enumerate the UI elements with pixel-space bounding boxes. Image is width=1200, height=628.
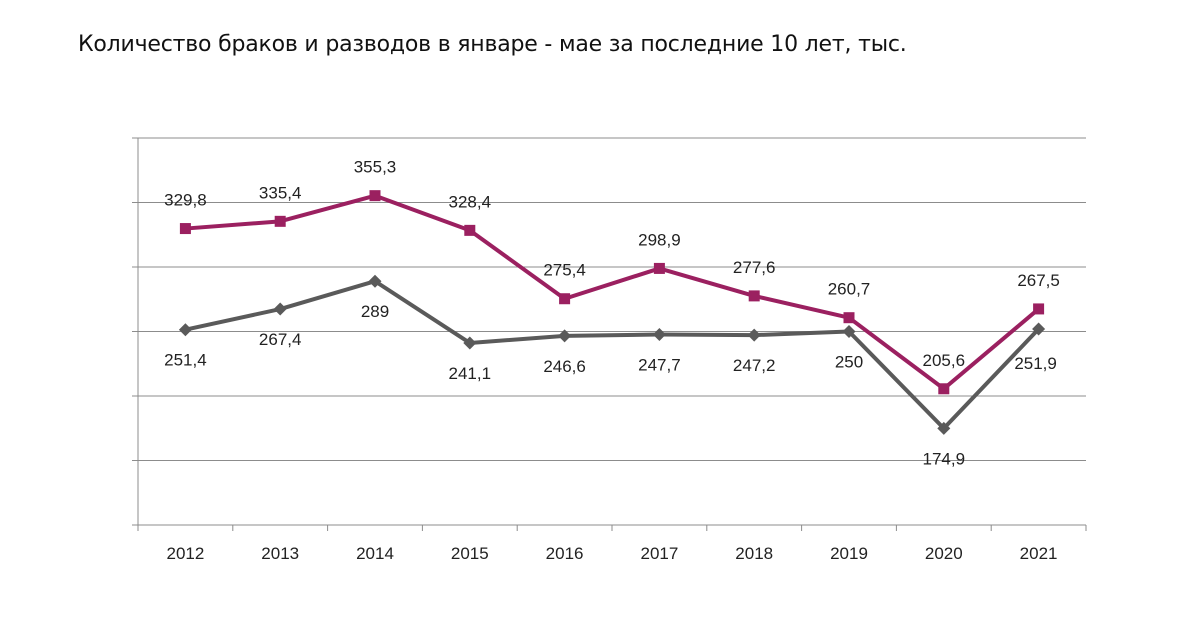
- series-1-point: [559, 293, 571, 305]
- series-1-point: [653, 262, 665, 274]
- x-tick-label: 2017: [640, 544, 678, 563]
- data-label: 275,4: [543, 261, 586, 280]
- series-1-point: [274, 215, 286, 227]
- x-tick-label: 2016: [546, 544, 584, 563]
- data-label: 241,1: [449, 364, 492, 383]
- series-1-point: [938, 383, 950, 395]
- series-1-point: [748, 290, 760, 302]
- series-1-point: [179, 223, 191, 235]
- data-label: 355,3: [354, 158, 397, 177]
- series-2-point: [273, 302, 287, 316]
- series-2-point: [747, 328, 761, 342]
- series-line-1: [185, 193, 1040, 391]
- x-tick-label: 2020: [925, 544, 963, 563]
- chart-title: Количество браков и разводов в январе - …: [78, 32, 907, 57]
- data-label: 289: [361, 302, 389, 321]
- x-tick-label: 2012: [166, 544, 204, 563]
- data-label: 247,7: [638, 355, 681, 374]
- data-label: 298,9: [638, 230, 681, 249]
- data-label: 250: [835, 353, 863, 372]
- data-label: 335,4: [259, 183, 302, 202]
- data-label: 247,2: [733, 356, 776, 375]
- series-1-point: [369, 190, 381, 202]
- x-tick-label: 2014: [356, 544, 394, 563]
- x-tick-label: 2019: [830, 544, 868, 563]
- x-tick-label: 2013: [261, 544, 299, 563]
- x-tick-label: 2021: [1020, 544, 1058, 563]
- x-tick-label: 2018: [735, 544, 773, 563]
- series-2-point: [937, 421, 951, 435]
- data-label: 328,4: [449, 192, 492, 211]
- series-2-point: [178, 323, 192, 337]
- series-2-point: [368, 274, 382, 288]
- data-label: 251,4: [164, 351, 207, 370]
- data-label: 267,4: [259, 330, 302, 349]
- data-label: 267,5: [1017, 271, 1060, 290]
- series-2-point: [463, 336, 477, 350]
- data-label: 174,9: [923, 449, 966, 468]
- data-label: 277,6: [733, 258, 776, 277]
- data-label: 329,8: [164, 191, 207, 210]
- series-1-point: [1033, 303, 1045, 315]
- series-2-point: [842, 325, 856, 338]
- series-2-point: [1032, 322, 1046, 336]
- series-line-2: [184, 279, 1041, 431]
- data-label: 246,6: [543, 357, 586, 376]
- data-label: 251,9: [1014, 354, 1057, 373]
- data-label: 205,6: [923, 351, 966, 370]
- series-1-point: [464, 224, 476, 236]
- series-1-point: [843, 312, 855, 324]
- x-tick-label: 2015: [451, 544, 489, 563]
- data-label: 260,7: [828, 280, 871, 299]
- series-2-point: [558, 329, 572, 343]
- series-2-point: [652, 327, 666, 341]
